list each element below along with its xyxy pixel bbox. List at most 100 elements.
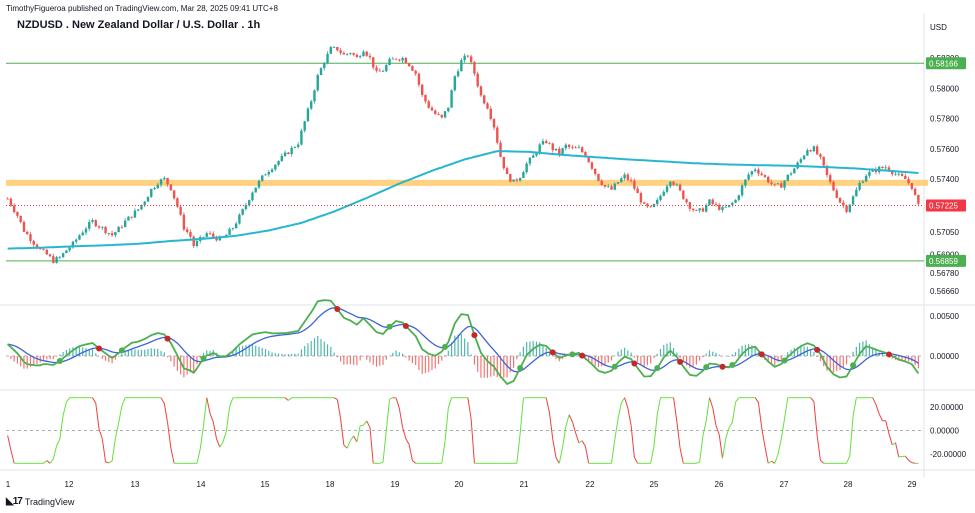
candle bbox=[385, 63, 388, 73]
candle-body bbox=[603, 184, 607, 187]
candle-body bbox=[55, 257, 58, 263]
candle-body bbox=[404, 57, 408, 64]
candle bbox=[310, 99, 313, 111]
candle bbox=[453, 75, 457, 92]
candle-body bbox=[577, 147, 581, 149]
macd-pane: 0.00500 0.00000 bbox=[6, 299, 959, 386]
candle bbox=[819, 152, 822, 160]
candle bbox=[270, 168, 274, 173]
candle-body bbox=[414, 70, 417, 74]
time-tick-label: 14 bbox=[197, 480, 206, 489]
candle bbox=[767, 175, 770, 184]
macd-cross-dot bbox=[118, 347, 125, 354]
candle-body bbox=[688, 202, 692, 209]
candle bbox=[127, 216, 130, 221]
candle bbox=[287, 151, 290, 155]
candle bbox=[740, 183, 744, 198]
candle-body bbox=[251, 192, 254, 201]
oscillator-segment bbox=[872, 397, 877, 405]
candle-body bbox=[91, 220, 94, 222]
price-badge-bg bbox=[926, 57, 966, 70]
candle-body bbox=[802, 155, 806, 160]
candle-body bbox=[368, 55, 372, 58]
candle-body bbox=[365, 51, 368, 56]
candle bbox=[505, 166, 509, 175]
candle-body bbox=[842, 202, 845, 206]
candle bbox=[74, 238, 78, 244]
candle-body bbox=[372, 57, 375, 68]
candle-body bbox=[864, 175, 868, 182]
oscillator-segment bbox=[584, 446, 590, 464]
candle-body bbox=[894, 173, 897, 175]
oscillator-segment bbox=[225, 406, 231, 432]
candle-body bbox=[283, 152, 287, 156]
candle-body bbox=[858, 182, 861, 190]
candle-body bbox=[74, 239, 78, 242]
oscillator-segment bbox=[360, 424, 364, 427]
oscillator-segment bbox=[101, 438, 107, 462]
candle-body bbox=[642, 202, 646, 204]
oscillator-pane: 20.00000 0.00000 -20.00000 bbox=[6, 397, 967, 464]
candle bbox=[659, 194, 662, 202]
candle-body bbox=[84, 228, 88, 233]
oscillator-segment bbox=[369, 427, 374, 464]
candle bbox=[153, 186, 156, 191]
oscillator-segment bbox=[849, 416, 854, 456]
oscillator-segment bbox=[333, 397, 338, 400]
candle bbox=[345, 53, 349, 56]
oscillator-segment bbox=[725, 427, 730, 439]
candle bbox=[554, 148, 558, 152]
price-tick-label: 0.56780 bbox=[930, 269, 959, 278]
oscillator-segment bbox=[764, 446, 769, 464]
candle-body bbox=[362, 51, 365, 57]
candle-body bbox=[473, 62, 476, 74]
oscillator-segment bbox=[656, 397, 661, 415]
candle-body bbox=[244, 205, 248, 210]
candle bbox=[329, 45, 332, 55]
candle-body bbox=[375, 67, 378, 71]
oscillator-segment bbox=[581, 440, 586, 447]
candle-body bbox=[887, 167, 891, 172]
oscillator-segment bbox=[633, 457, 639, 464]
oscillator-segment bbox=[447, 397, 453, 409]
oscillator-segment bbox=[715, 425, 720, 435]
macd-cross-dot bbox=[758, 351, 765, 358]
time-tick-label: 18 bbox=[326, 480, 335, 489]
candle-body bbox=[16, 212, 19, 216]
candle bbox=[469, 54, 473, 65]
candle bbox=[150, 188, 153, 198]
candle-body bbox=[701, 208, 705, 212]
oscillator-segment bbox=[470, 419, 475, 464]
candle-body bbox=[760, 173, 763, 176]
candle bbox=[770, 179, 773, 186]
candle bbox=[130, 216, 133, 220]
candle-body bbox=[48, 254, 52, 257]
oscillator-segment bbox=[757, 402, 763, 428]
candle-body bbox=[218, 236, 222, 241]
candle-body bbox=[172, 190, 176, 199]
candle bbox=[806, 148, 809, 156]
oscillator-segment bbox=[761, 427, 766, 447]
candle-body bbox=[780, 183, 783, 188]
candle bbox=[394, 58, 398, 61]
candle bbox=[437, 112, 440, 116]
macd-cross-dot bbox=[814, 346, 821, 353]
candle-body bbox=[518, 178, 522, 181]
candle-body bbox=[323, 63, 326, 69]
price-tick-label: 0.57400 bbox=[930, 175, 959, 184]
candle bbox=[300, 128, 303, 146]
oscillator-segment bbox=[402, 427, 407, 439]
time-tick-label: 20 bbox=[455, 480, 464, 489]
candle-body bbox=[420, 84, 424, 96]
candle bbox=[424, 94, 427, 104]
candle-body bbox=[120, 226, 124, 228]
candle bbox=[522, 170, 525, 179]
candle-body bbox=[763, 175, 767, 177]
candle bbox=[381, 69, 385, 73]
candle bbox=[855, 187, 858, 197]
time-tick-label: 13 bbox=[131, 480, 140, 489]
candle-body bbox=[270, 169, 274, 172]
candle-body bbox=[558, 148, 561, 155]
oscillator-segment bbox=[735, 397, 740, 403]
